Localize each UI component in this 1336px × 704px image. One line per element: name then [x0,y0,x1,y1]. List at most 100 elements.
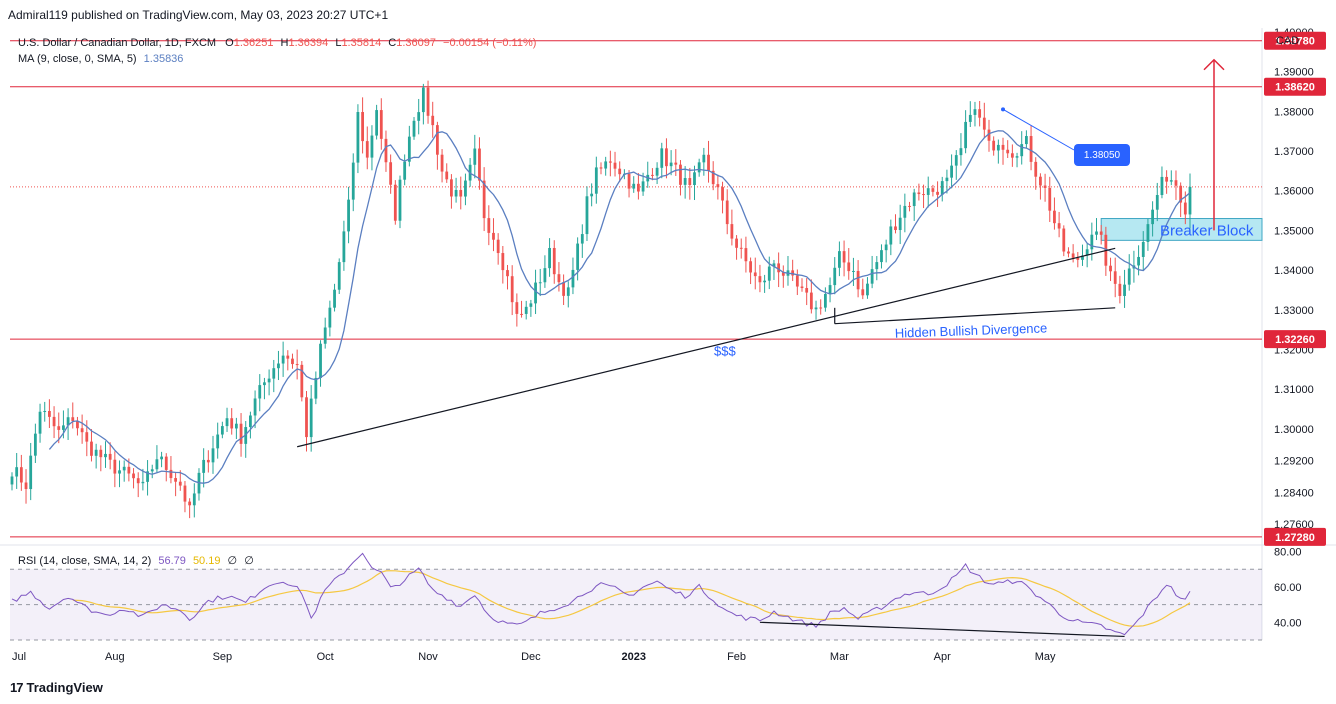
candle-body [1160,176,1164,196]
rsi-tick-label: 60.00 [1274,582,1302,594]
candle-body [234,423,238,429]
candle-body [608,161,612,163]
candle-body [487,218,491,233]
candle-body [127,466,131,474]
candle-body [473,148,477,165]
candle-body [683,178,687,185]
candle-body [809,292,813,310]
candle-body [866,283,869,296]
candle-body [440,154,444,172]
candle-body [744,248,748,262]
candle-body [389,162,393,185]
candle-body [739,247,743,249]
x-tick-label: Nov [418,651,438,663]
candle-body [445,171,449,180]
candle-body [33,433,37,456]
candle-body [351,162,355,200]
legend-h-label: H [281,37,289,49]
candle-body [1062,228,1066,252]
candle-body [880,250,883,263]
candle-body [435,125,439,155]
y-tick-label: 1.29200 [1274,456,1314,468]
candle-body [693,172,696,185]
candle-body [618,168,622,175]
candle-body [945,177,949,182]
candle-body [333,289,336,308]
legend-c-label: C [388,37,396,49]
level-label: 1.39780 [1275,36,1315,48]
x-tick-label: Mar [830,651,849,663]
candle-body [557,274,561,283]
rsi-legend-sma: 50.19 [193,555,221,567]
main-pane[interactable] [10,28,1260,542]
candle-body [450,179,453,197]
legend-o-value: 1.36251 [234,37,274,49]
candle-body [47,410,51,417]
tradingview-logo-icon: 17 [10,680,24,695]
candle-body [940,181,944,195]
rsi-divergence-line[interactable] [759,621,1125,638]
candle-body [337,262,341,290]
candle-body [66,417,70,426]
candle-body [711,170,715,185]
candle-body [1146,224,1150,242]
ma-legend: MA (9, close, 0, SMA, 5) 1.35836 [18,53,183,65]
rsi-legend-label: RSI (14, close, SMA, 14, 2) [18,555,151,567]
rsi-ma-line [72,570,1191,627]
candle-body [823,293,827,308]
tradingview-logo[interactable]: 17 TradingView [10,680,103,695]
candle-body [651,174,654,176]
candle-body [585,196,589,235]
candle-body [1020,144,1024,157]
candle-body [674,162,678,165]
y-tick-label: 1.37000 [1274,146,1314,158]
candle-body [950,165,953,178]
y-tick-label: 1.30000 [1274,424,1314,436]
candle-body [552,247,556,275]
candle-body [632,183,636,189]
candle-body [76,421,79,429]
candle-body [702,154,706,163]
candle-body [155,459,159,470]
legend-symbol: U.S. Dollar / Canadian Dollar, 1D, FXCM [18,37,216,49]
candle-body [1057,223,1061,229]
candle-body [118,470,121,474]
horizontal-levels[interactable]: 1.39780 1.38620 1.32260 1.27280 [10,31,1326,546]
candle-body [309,398,313,438]
candle-body [833,267,837,286]
candle-body [982,117,986,130]
candle-body [1151,209,1154,225]
candle-body [721,187,724,201]
candle-body [548,247,551,269]
candle-body [987,129,991,141]
candle-body [1165,176,1169,182]
candle-body [211,448,215,463]
candle-body [599,167,603,169]
candle-body [421,87,425,113]
candle-body [1090,234,1094,250]
candle-body [169,469,173,479]
callout-box[interactable] [1074,144,1130,166]
candle-body [393,184,397,221]
candle-body [398,179,402,221]
candle-body [370,135,374,158]
candle-body [417,112,421,121]
candle-body [1048,187,1052,211]
candle-body [57,426,61,430]
candle-body [286,355,290,359]
y-tick-label: 1.34000 [1274,265,1314,277]
trendline-divergence[interactable] [834,307,1116,325]
ma-legend-value: 1.35836 [144,53,184,65]
candle-body [506,270,509,277]
candle-body [113,459,117,474]
candle-body [1155,195,1159,210]
candle-body [454,189,458,197]
trendline-support[interactable] [297,247,1116,448]
candle-body [903,205,907,218]
candle-body [267,378,271,383]
candle-body [1039,176,1042,186]
candle-body [926,188,930,195]
candle-body [725,200,729,225]
candle-body [1081,255,1084,260]
